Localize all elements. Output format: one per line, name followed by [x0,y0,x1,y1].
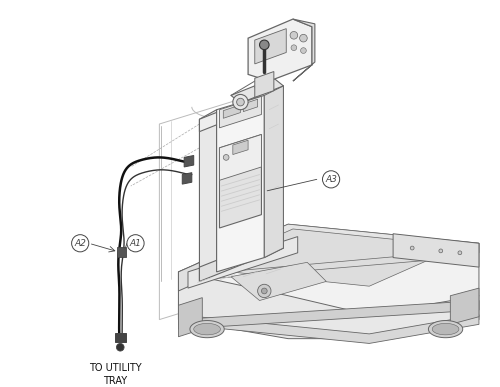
Circle shape [260,40,269,50]
Circle shape [258,284,271,298]
Polygon shape [220,135,262,228]
Circle shape [322,171,340,188]
Polygon shape [233,140,248,154]
Circle shape [291,45,296,51]
Circle shape [224,154,229,160]
Polygon shape [178,300,479,329]
Polygon shape [202,229,460,286]
Polygon shape [194,324,220,335]
Polygon shape [200,86,283,132]
Polygon shape [220,135,262,180]
Polygon shape [216,96,264,272]
Circle shape [233,94,248,110]
Polygon shape [244,99,258,111]
Polygon shape [264,86,283,258]
Polygon shape [190,320,224,338]
Text: A2: A2 [74,239,86,248]
Polygon shape [184,156,194,167]
Polygon shape [118,247,126,257]
Polygon shape [178,298,203,337]
Polygon shape [231,78,283,103]
Polygon shape [428,320,462,338]
Polygon shape [178,253,222,291]
Circle shape [300,34,307,42]
Polygon shape [248,19,312,81]
Circle shape [458,251,462,255]
Polygon shape [224,105,240,118]
Polygon shape [255,29,286,64]
Polygon shape [178,224,479,339]
Polygon shape [450,288,479,324]
Polygon shape [200,110,216,281]
Circle shape [236,98,244,106]
Polygon shape [231,262,326,300]
Circle shape [262,288,267,294]
Polygon shape [293,19,315,81]
Polygon shape [220,96,262,128]
Text: TO UTILITY
TRAY: TO UTILITY TRAY [89,363,142,386]
Polygon shape [182,173,192,184]
Polygon shape [178,272,479,339]
Polygon shape [178,224,479,281]
Polygon shape [255,72,274,97]
Text: A3: A3 [325,175,337,184]
Polygon shape [264,86,283,258]
Polygon shape [393,234,479,267]
Circle shape [410,246,414,250]
Circle shape [300,48,306,53]
Polygon shape [116,333,126,342]
Text: A1: A1 [130,239,141,248]
Polygon shape [432,324,459,335]
Circle shape [127,235,144,252]
Circle shape [72,235,89,252]
Circle shape [439,249,442,253]
Polygon shape [200,234,283,281]
Circle shape [116,343,124,351]
Polygon shape [178,315,479,343]
Polygon shape [188,236,298,288]
Circle shape [290,31,298,39]
